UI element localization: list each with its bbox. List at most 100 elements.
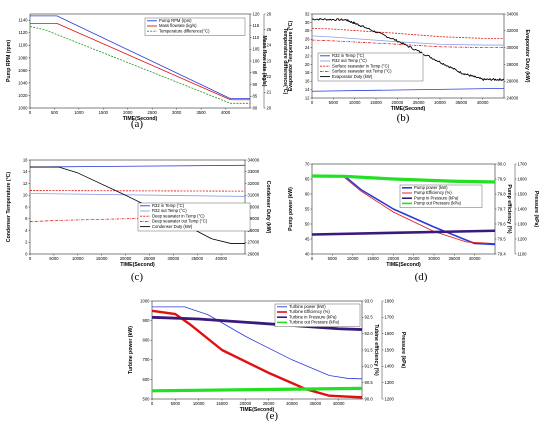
y2-tick-label: 33000 (248, 169, 260, 174)
x-tick-label: 40000 (477, 100, 489, 105)
panel-label-a: (a) (131, 118, 144, 130)
x-tick-label: 1000 (74, 110, 84, 115)
y-tick-label: 24 (305, 45, 310, 50)
y2-tick-label: 79.9 (498, 176, 507, 181)
y-tick-label: 14 (23, 169, 28, 174)
y-tick-label: 1100 (18, 43, 28, 48)
x-tick-label: 10000 (72, 256, 84, 261)
y2-tick-label: 32000 (248, 181, 260, 186)
y2-tick-label: 79.6 (498, 221, 507, 226)
y-tick-label: 1020 (18, 93, 28, 98)
y3-tick-label: 1300 (518, 221, 528, 226)
y2-tick-label: 26000 (248, 251, 260, 256)
y-tick-label: 1060 (18, 68, 28, 73)
y-tick-label: 55 (305, 206, 310, 211)
legend-entry: Pump power (kW) (414, 185, 448, 190)
legend-entry: Condenser Duty (kW) (152, 224, 193, 229)
legend-entry: Deep seawater in Temp (°C) (152, 213, 205, 218)
x-axis-label: TIME(Second) (391, 106, 426, 112)
y2-tick-label: 110 (253, 35, 260, 40)
y-tick-label: 20 (305, 62, 310, 67)
y2-tick-label: 29000 (248, 216, 260, 221)
y3-axis-label: Temperature difference(°C) (282, 28, 288, 95)
x-tick-label: 4000 (221, 110, 231, 115)
x-tick-label: 40000 (333, 401, 345, 406)
y3-tick-label: 1600 (385, 331, 395, 336)
y3-tick-label: 1600 (518, 176, 528, 181)
y3-tick-label: 1200 (518, 236, 528, 241)
series-line-e-0 (152, 306, 363, 380)
y-tick-label: 10 (23, 193, 28, 198)
x-tick-label: 25000 (144, 256, 156, 261)
legend-box-e (274, 303, 361, 327)
y3-axis-label: Pressure (kPa) (400, 332, 406, 369)
y-tick-label: 1040 (18, 80, 28, 85)
x-tick-label: 30000 (434, 100, 446, 105)
y2-tick-label: 27000 (248, 240, 260, 245)
legend-entry: Turbine in Pressure (kPa) (289, 314, 337, 319)
series-line-d-3 (311, 174, 496, 184)
series-line-e-1 (151, 309, 363, 399)
y-tick-label: 40 (305, 251, 310, 256)
y3-tick-label: 1200 (385, 396, 395, 401)
x-tick-label: 30000 (428, 256, 440, 261)
y-tick-label: 8 (25, 204, 28, 209)
legend-box-a (144, 17, 246, 36)
x-tick-label: 15000 (216, 401, 228, 406)
x-tick-label: 30000 (168, 256, 180, 261)
y2-tick-label: 79.4 (498, 251, 507, 256)
legend-entry: Turbine Efficiency (%) (289, 309, 330, 314)
y2-tick-label: 24000 (507, 95, 519, 100)
y2-tick-label: 80 (253, 105, 258, 110)
y2-tick-label: 31000 (248, 193, 260, 198)
x-tick-label: 35000 (191, 256, 203, 261)
y2-tick-label: 90.5 (365, 380, 374, 385)
y2-tick-label: 90 (253, 82, 258, 87)
y-tick-label: 14 (305, 87, 310, 92)
legend-entry: R32 out Temp (°C) (332, 58, 367, 63)
x-tick-label: 35000 (310, 401, 322, 406)
legend-entry: R32 out Temp (°C) (152, 208, 187, 213)
y3-tick-label: 1400 (518, 206, 528, 211)
y-tick-label: 32 (305, 11, 310, 16)
y-tick-label: 1120 (18, 30, 28, 35)
x-tick-label: 15000 (367, 256, 379, 261)
y-tick-label: 12 (23, 181, 28, 186)
y3-tick-label: 1700 (385, 315, 395, 320)
legend-entry: R32 in Temp (°C) (332, 53, 365, 58)
y3-tick-label: 20 (267, 105, 272, 110)
y2-tick-label: 95 (253, 70, 258, 75)
legend-box-b (317, 52, 424, 82)
y2-axis-label: Tubine efficiency (%) (373, 324, 379, 376)
y-tick-label: 0 (25, 251, 28, 256)
y2-tick-label: 79.7 (498, 206, 507, 211)
y-tick-label: 18 (305, 70, 310, 75)
x-tick-label: 5000 (329, 100, 339, 105)
y-tick-label: 16 (23, 157, 28, 162)
legend-box-d (399, 184, 483, 208)
y-tick-label: 28 (305, 28, 310, 33)
y-tick-label: 500 (143, 396, 151, 401)
y3-tick-label: 23 (267, 58, 272, 63)
y-axis-label: Pump power (kW) (288, 187, 294, 231)
y-tick-label: 65 (305, 176, 310, 181)
y-tick-label: 1000 (18, 105, 28, 110)
y-tick-label: 4 (25, 228, 28, 233)
legend-entry: Surface seawater out Temp (°C) (332, 69, 392, 74)
x-tick-label: 10000 (347, 256, 359, 261)
x-axis-label: TIME(Second) (123, 116, 158, 122)
x-tick-label: 5000 (171, 401, 181, 406)
x-tick-label: 0 (311, 256, 314, 261)
x-tick-label: 40000 (215, 256, 227, 261)
panel-label-d: (d) (415, 271, 428, 283)
y2-tick-label: 30000 (248, 204, 260, 209)
y2-tick-label: 105 (253, 47, 261, 52)
series-line-c-1 (29, 193, 246, 197)
x-tick-label: 20000 (120, 256, 132, 261)
series-line-a-0 (30, 15, 250, 99)
y3-tick-label: 1400 (385, 364, 395, 369)
x-tick-label: 500 (51, 110, 59, 115)
x-tick-label: 10000 (349, 100, 361, 105)
y-axis-label: Turbine power (kW) (128, 326, 134, 374)
